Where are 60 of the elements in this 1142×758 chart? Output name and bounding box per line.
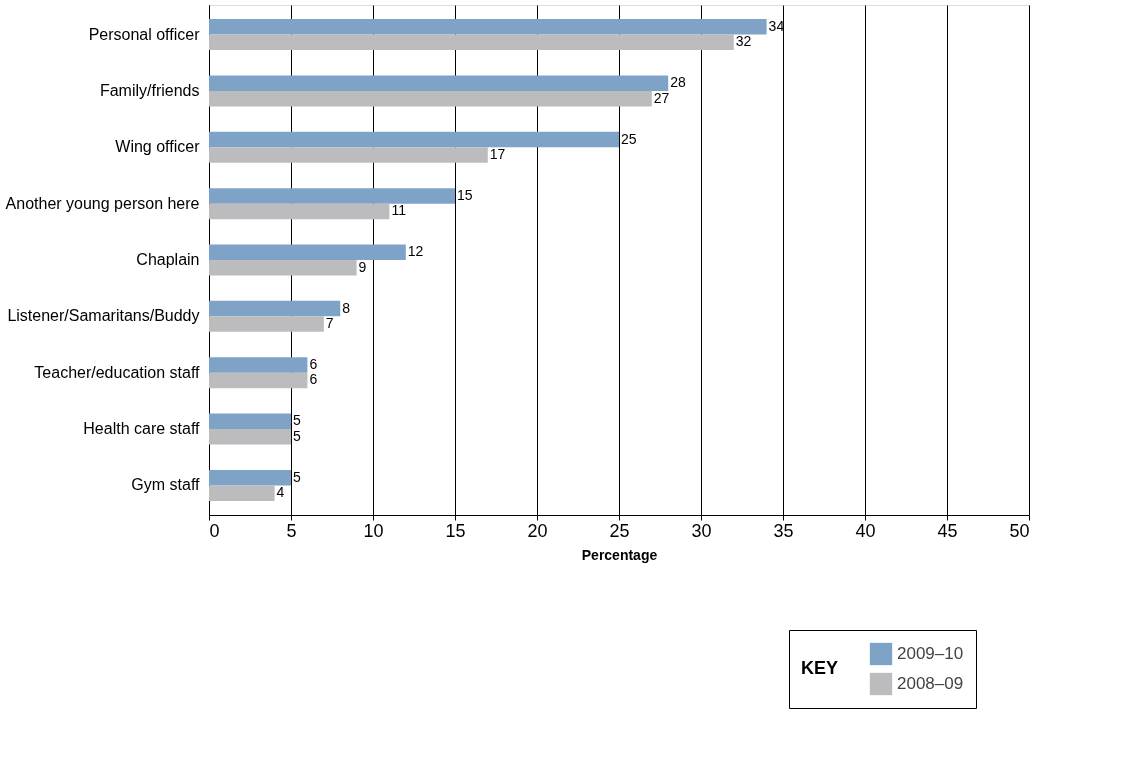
data-label: 12 — [407, 243, 424, 260]
bar — [209, 316, 324, 332]
data-label: 25 — [621, 130, 637, 147]
x-tick-label: 25 — [609, 520, 630, 541]
data-label: 8 — [342, 299, 351, 316]
bar — [209, 413, 291, 430]
data-label: 11 — [391, 202, 407, 219]
data-label: 17 — [489, 146, 506, 163]
bar — [209, 469, 291, 486]
bar — [209, 485, 275, 501]
x-tick-label: 5 — [286, 520, 297, 541]
x-tick-label: 20 — [527, 520, 548, 541]
y-tick-label: Personal officer — [88, 25, 201, 43]
y-tick-label: Teacher/education staff — [34, 363, 201, 381]
bar — [209, 357, 308, 373]
data-label: 27 — [653, 89, 670, 106]
y-tick-label: Family/friends — [99, 81, 200, 99]
x-tick-label: 30 — [691, 520, 712, 541]
x-tick-label: 40 — [855, 520, 876, 541]
y-tick-label: Health care staff — [83, 420, 201, 438]
legend-label: 2009–10 — [897, 644, 964, 663]
data-label: 5 — [293, 412, 301, 429]
bar — [209, 244, 406, 260]
legend-label: 2008–09 — [897, 674, 964, 693]
data-label: 9 — [358, 258, 367, 275]
data-label: 6 — [309, 355, 318, 372]
y-tick-label: Wing officer — [115, 138, 201, 156]
bar — [209, 19, 767, 35]
x-tick-label: 0 — [209, 520, 220, 541]
bar — [209, 260, 357, 276]
bar — [209, 147, 488, 163]
data-label: 5 — [293, 468, 301, 485]
data-label: 32 — [735, 33, 752, 50]
y-tick-label: Chaplain — [136, 251, 200, 268]
bar — [209, 300, 341, 317]
bar — [209, 203, 390, 220]
data-label: 4 — [276, 484, 285, 501]
x-axis-title: Percentage — [581, 546, 658, 563]
bar — [209, 90, 652, 107]
data-label: 28 — [670, 74, 686, 91]
bar — [209, 34, 734, 51]
x-tick-label: 50 — [1009, 520, 1030, 541]
x-tick-label: 35 — [773, 520, 794, 541]
bar — [209, 372, 308, 389]
bar — [209, 429, 291, 445]
data-label: 15 — [457, 186, 473, 203]
y-tick-label: Listener/Samaritans/Buddy — [7, 307, 200, 325]
bar — [209, 188, 455, 204]
data-label: 34 — [768, 17, 785, 34]
legend-title: KEY — [801, 658, 839, 678]
bar — [209, 131, 619, 148]
data-label: 6 — [309, 371, 318, 388]
x-tick-label: 15 — [445, 520, 466, 541]
y-tick-label: Gym staff — [131, 476, 201, 494]
data-label: 7 — [325, 315, 334, 332]
bar — [209, 75, 669, 91]
x-tick-label: 10 — [363, 520, 384, 541]
y-tick-label: Another young person here — [5, 194, 200, 212]
x-tick-label: 45 — [937, 520, 958, 541]
data-label: 5 — [293, 427, 301, 444]
